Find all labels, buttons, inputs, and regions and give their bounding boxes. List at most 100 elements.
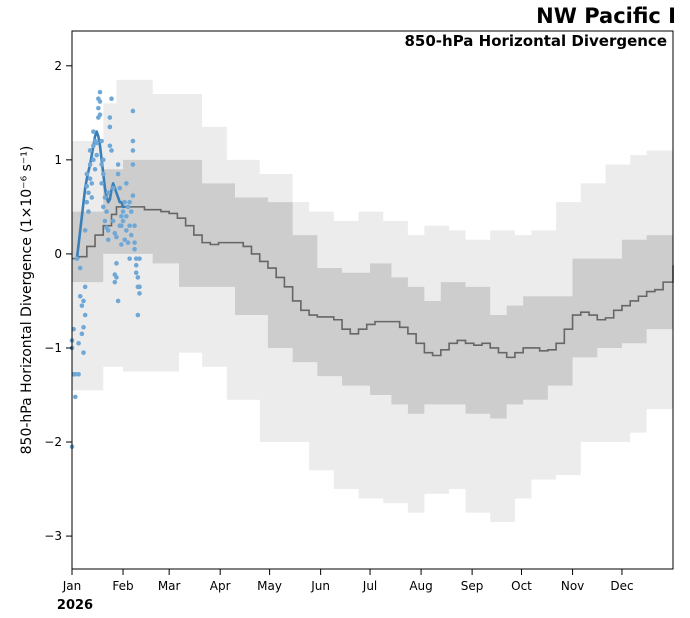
y-axis: 2 1 0 −1 −2 −3 xyxy=(44,59,72,543)
ensemble-point xyxy=(84,171,90,177)
ensemble-point xyxy=(119,242,124,247)
ensemble-point xyxy=(81,350,86,355)
ensemble-point xyxy=(79,303,85,308)
ensemble-point xyxy=(102,218,108,224)
ensemble-point xyxy=(84,183,90,189)
ensemble-point xyxy=(119,223,124,228)
ensemble-point xyxy=(132,240,137,245)
bands-layer xyxy=(72,79,673,522)
ensemble-point xyxy=(130,193,136,198)
ensemble-point xyxy=(82,228,88,233)
ensemble-point xyxy=(91,143,96,149)
ensemble-point xyxy=(107,143,113,149)
y-tick-label: 1 xyxy=(54,153,62,167)
x-tick-label: Mar xyxy=(158,579,181,593)
ensemble-point xyxy=(97,89,103,95)
ensemble-point xyxy=(100,204,106,210)
ensemble-point xyxy=(72,372,78,377)
ensemble-point xyxy=(127,199,132,205)
ensemble-point xyxy=(130,162,136,167)
ensemble-point xyxy=(133,262,139,268)
x-axis: Jan Feb Mar Apr May Jun Jul Aug Sep Oct Nov Dec xyxy=(62,569,634,593)
chart-title: NW Pacific I xyxy=(536,4,676,28)
year-label: 2026 xyxy=(57,598,93,613)
x-tick-label: Aug xyxy=(409,579,432,593)
ensemble-point xyxy=(86,190,91,196)
x-tick-label: Jul xyxy=(362,579,377,593)
lines-layer xyxy=(72,130,674,359)
ensemble-point xyxy=(133,256,139,261)
ensemble-point xyxy=(94,152,99,158)
observed-2026-line xyxy=(75,130,126,260)
x-tick-label: May xyxy=(257,579,282,593)
chart-subtitle: 850-hPa Horizontal Divergence xyxy=(404,32,667,50)
ensemble-point xyxy=(109,148,114,153)
plot-area-frame xyxy=(71,30,674,570)
ensemble-point xyxy=(87,162,93,167)
ensemble-point xyxy=(112,279,118,285)
ensemble-point xyxy=(122,237,127,243)
ensemble-point xyxy=(77,293,83,299)
x-tick-label: Oct xyxy=(511,579,532,593)
ensemble-point xyxy=(104,209,109,214)
ensemble-point xyxy=(105,228,111,233)
ensemble-point xyxy=(114,261,119,266)
ensemble-point xyxy=(112,230,118,236)
ensemble-point xyxy=(97,112,103,118)
ensemble-point xyxy=(124,228,129,233)
ensemble-point xyxy=(89,195,95,200)
ensemble-point xyxy=(79,331,85,337)
ensemble-point xyxy=(117,185,123,191)
ensemble-point xyxy=(128,232,134,238)
ensemble-point xyxy=(125,240,131,245)
ensemble-point xyxy=(89,181,95,186)
ensemble-point xyxy=(76,372,81,377)
ensemble-point xyxy=(91,129,96,134)
ensemble-point xyxy=(109,96,114,102)
y-tick-label: 2 xyxy=(54,59,62,73)
ensemble-point xyxy=(132,223,137,228)
climatology-median-line xyxy=(72,206,674,359)
ensemble-point xyxy=(119,213,124,219)
ensemble-point xyxy=(107,115,113,120)
ensemble-point xyxy=(99,138,104,144)
ensemble-point xyxy=(94,140,99,146)
ensemble-point xyxy=(110,218,116,224)
ensemble-point xyxy=(100,157,106,163)
ensemble-point xyxy=(102,195,108,200)
ensemble-point xyxy=(107,124,113,130)
ensemble-point xyxy=(115,162,121,167)
ensemble-point xyxy=(105,190,111,196)
y-tick-label: −3 xyxy=(44,529,62,543)
ensemble-point xyxy=(135,275,141,280)
ensemble-point xyxy=(122,199,127,205)
ensemble-point xyxy=(81,298,86,304)
ensemble-point xyxy=(130,108,136,114)
ensemble-point xyxy=(81,324,86,330)
x-tick-label: Sep xyxy=(461,579,484,593)
x-tick-label: Jun xyxy=(310,579,330,593)
ensemble-point xyxy=(115,298,121,304)
ensemble-point xyxy=(137,291,142,296)
x-tick-label: Feb xyxy=(112,579,133,593)
ensemble-point xyxy=(133,270,139,276)
ensemble-point xyxy=(99,162,104,167)
ensemble-point xyxy=(97,99,103,104)
ensemble-point xyxy=(84,199,90,205)
ensemble-point xyxy=(82,284,88,290)
ensemble-point xyxy=(128,209,134,214)
ensemble-point xyxy=(86,209,91,214)
y-tick-label: −1 xyxy=(44,341,62,355)
ensemble-point xyxy=(124,213,129,219)
y-tick-label: −2 xyxy=(44,435,62,449)
ensemble-point xyxy=(74,256,80,261)
ensemble-point xyxy=(87,148,93,153)
ensemble-point xyxy=(105,237,111,243)
ensemble-point xyxy=(77,265,83,271)
y-axis-label: 850-hPa Horizontal Divergence (1×10⁻⁶ s⁻… xyxy=(19,146,35,455)
ensemble-point xyxy=(87,176,93,181)
ensemble-point xyxy=(120,209,126,214)
ensemble-point xyxy=(99,181,104,186)
ensemble-point xyxy=(124,181,129,186)
ensemble-point xyxy=(82,312,88,318)
